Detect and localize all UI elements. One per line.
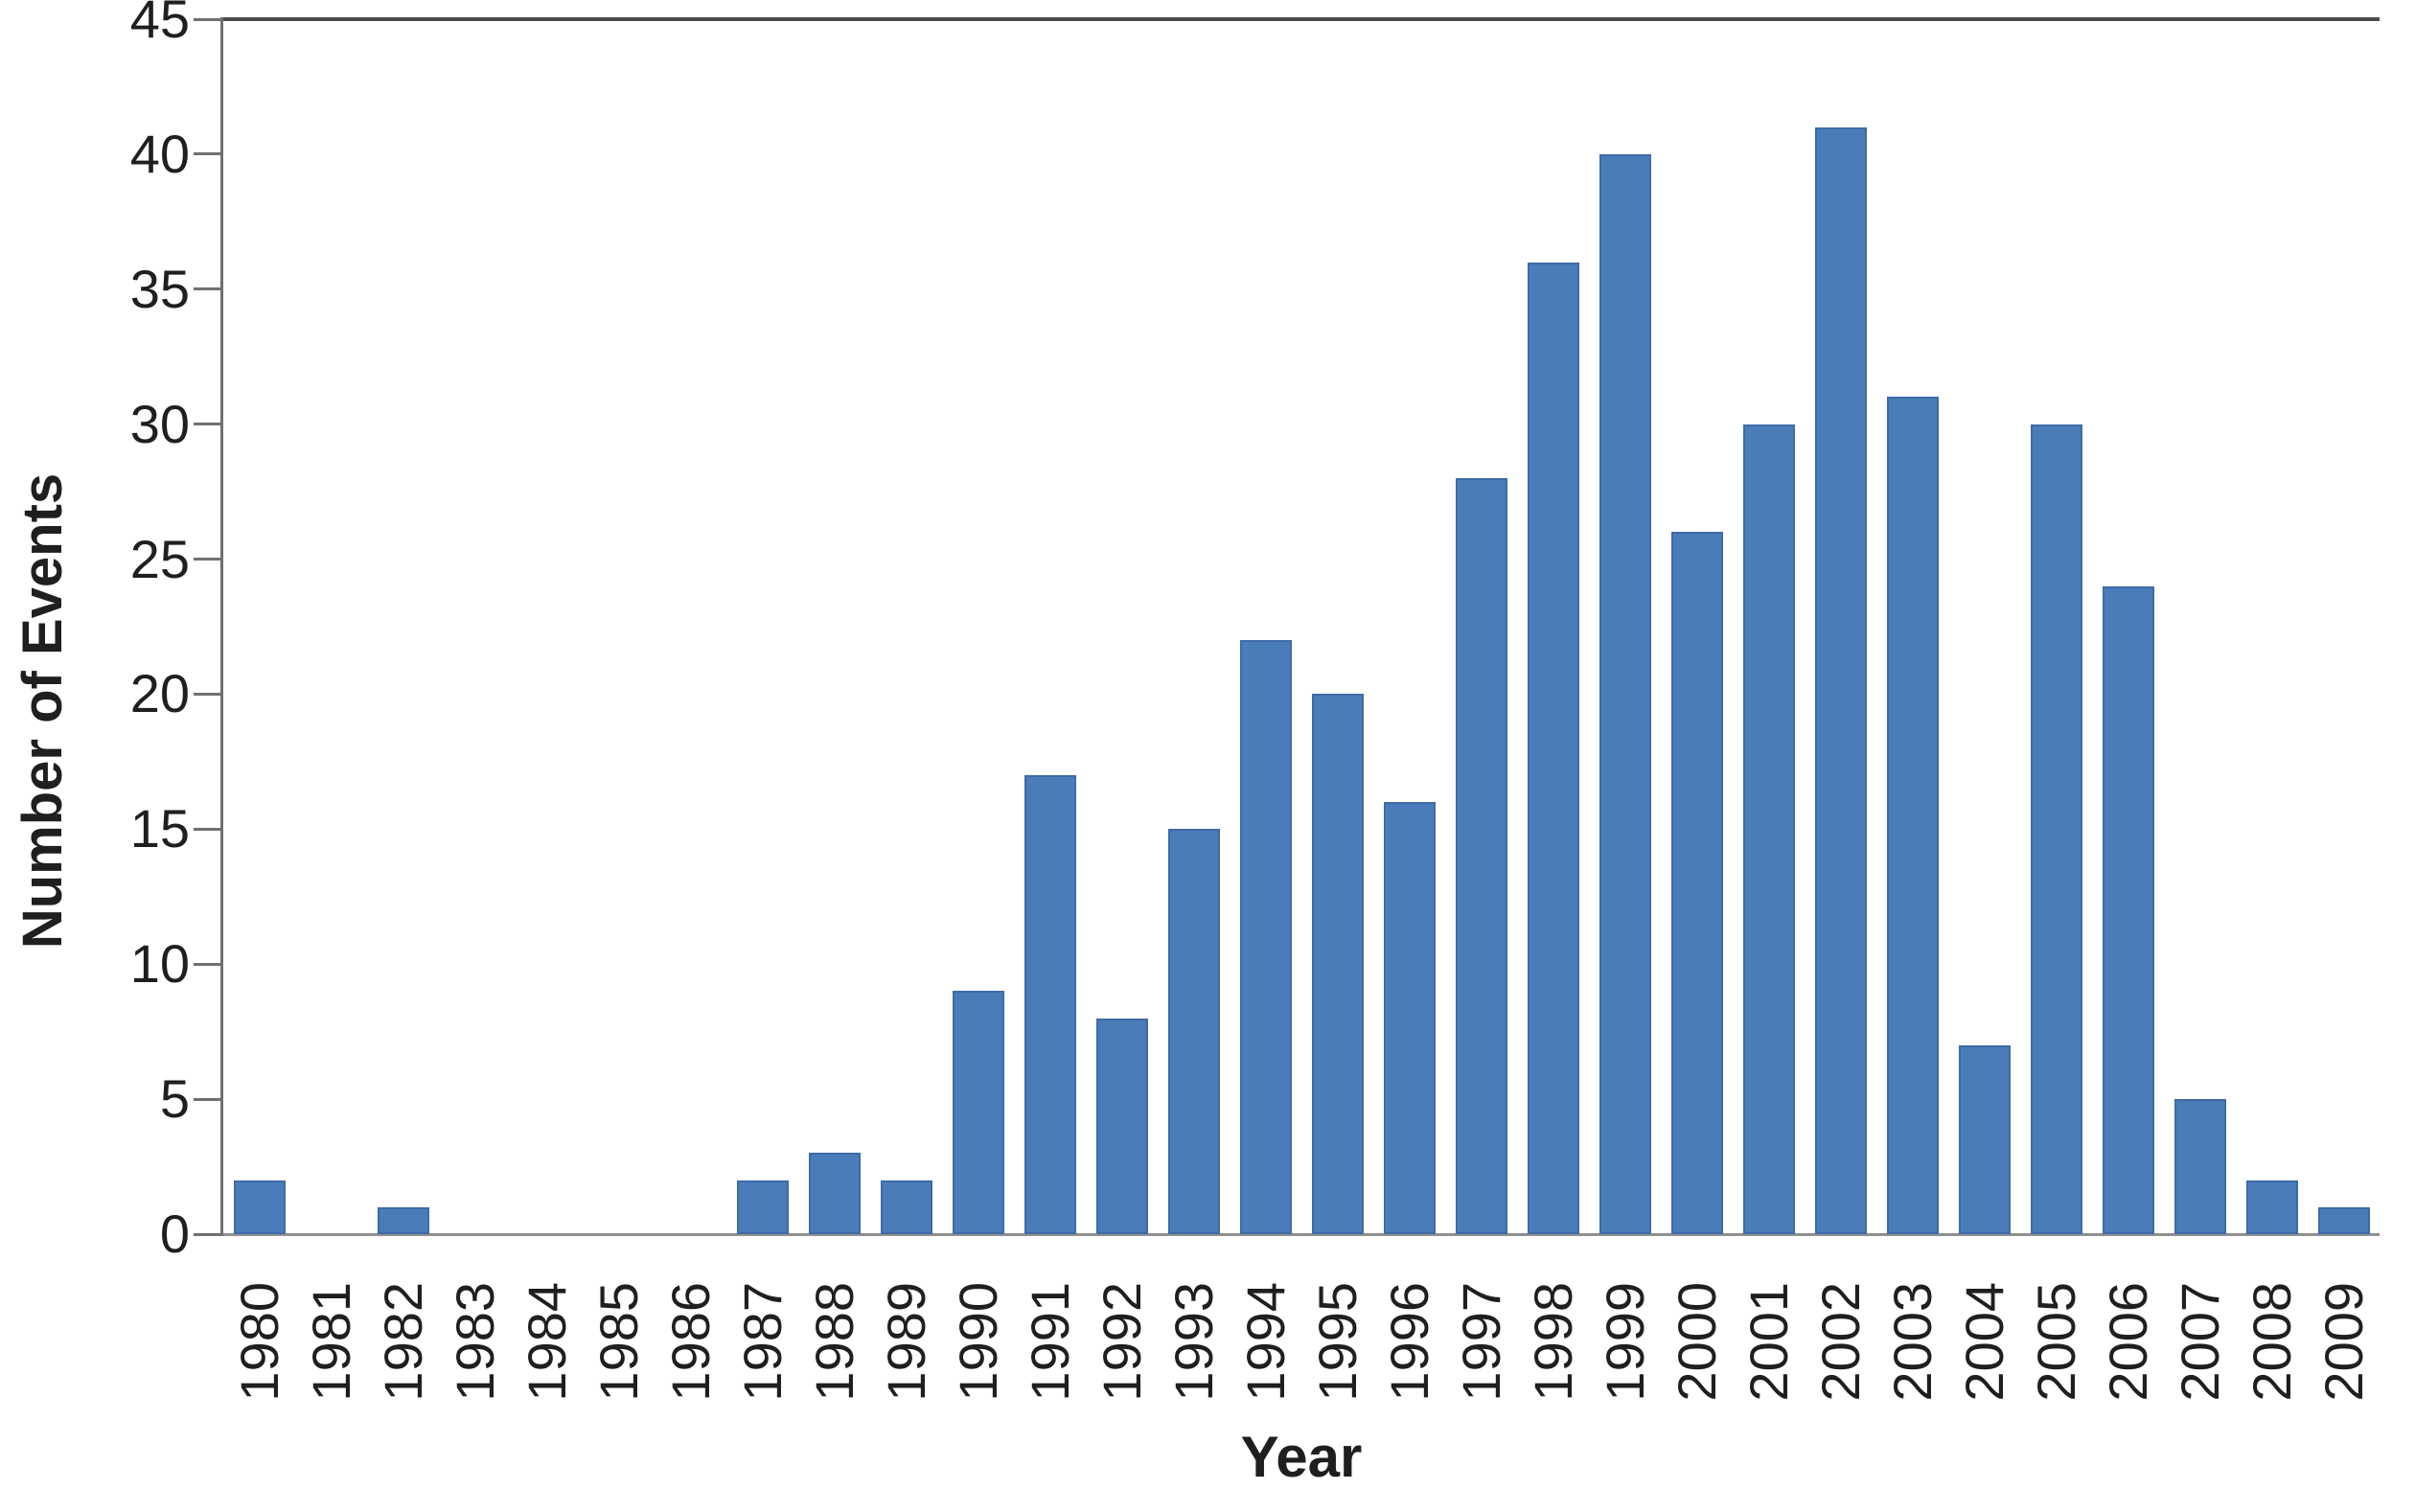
y-axis-tick-15: [194, 827, 220, 831]
bar-2007: [2174, 1099, 2226, 1234]
y-tick-label-15: 15: [129, 798, 190, 859]
bar-2004: [1958, 1044, 2011, 1234]
x-tick-label-2005: 2005: [2025, 1282, 2086, 1402]
x-tick-label-1995: 1995: [1306, 1282, 1368, 1402]
bar-1990: [952, 991, 1004, 1234]
y-tick-label-20: 20: [129, 663, 190, 724]
y-axis-tick-10: [194, 962, 220, 966]
y-axis-tick-35: [194, 287, 220, 291]
y-axis-tick-20: [194, 692, 220, 696]
y-tick-label-5: 5: [159, 1068, 190, 1130]
bar-2000: [1670, 532, 1723, 1234]
x-tick-label-2002: 2002: [1809, 1282, 1871, 1402]
x-tick-label-1985: 1985: [587, 1282, 649, 1402]
bar-1998: [1527, 262, 1579, 1234]
bar-2008: [2245, 1180, 2298, 1234]
x-tick-label-2004: 2004: [1953, 1282, 2014, 1402]
x-axis-title: Year: [1240, 1425, 1363, 1489]
x-tick-label-1987: 1987: [731, 1282, 793, 1402]
y-tick-label-25: 25: [129, 528, 190, 589]
y-tick-label-10: 10: [129, 933, 190, 995]
y-axis-tick-25: [194, 558, 220, 561]
x-tick-label-1998: 1998: [1522, 1282, 1583, 1402]
y-axis-tick-30: [194, 423, 220, 426]
bar-2005: [2030, 424, 2082, 1234]
y-tick-label-0: 0: [159, 1203, 190, 1264]
bar-2006: [2102, 585, 2154, 1234]
bar-1996: [1383, 802, 1436, 1234]
y-axis-title: Number of Events: [12, 472, 74, 950]
y-axis-line: [220, 17, 223, 1236]
y-axis-tick-45: [194, 17, 220, 21]
x-tick-label-1983: 1983: [444, 1282, 505, 1402]
y-axis-tick-5: [194, 1097, 220, 1101]
y-tick-label-40: 40: [129, 123, 190, 184]
x-tick-label-2006: 2006: [2097, 1282, 2158, 1402]
x-tick-label-1994: 1994: [1234, 1282, 1296, 1402]
x-tick-label-1988: 1988: [803, 1282, 864, 1402]
x-tick-label-1982: 1982: [372, 1282, 433, 1402]
bar-1982: [377, 1206, 429, 1234]
y-tick-label-45: 45: [129, 0, 190, 49]
x-tick-label-1990: 1990: [947, 1282, 1008, 1402]
x-tick-label-2001: 2001: [1737, 1282, 1799, 1402]
x-tick-label-2007: 2007: [2169, 1282, 2230, 1402]
y-tick-label-30: 30: [129, 393, 190, 454]
x-tick-label-2000: 2000: [1666, 1282, 1727, 1402]
bar-1987: [736, 1180, 789, 1234]
bar-1980: [233, 1180, 286, 1234]
bar-2003: [1886, 397, 1939, 1234]
bar-1993: [1167, 829, 1220, 1234]
y-tick-label-35: 35: [129, 258, 190, 319]
x-tick-label-1993: 1993: [1162, 1282, 1224, 1402]
bar-2009: [2317, 1206, 2370, 1234]
x-tick-label-1999: 1999: [1594, 1282, 1655, 1402]
bar-1989: [880, 1180, 932, 1234]
x-tick-label-1984: 1984: [516, 1282, 577, 1402]
y-axis-tick-0: [194, 1232, 220, 1236]
x-tick-label-1989: 1989: [875, 1282, 936, 1402]
x-axis-line: [223, 1233, 2380, 1236]
x-tick-label-1991: 1991: [1019, 1282, 1080, 1402]
bar-1995: [1311, 694, 1364, 1234]
x-tick-label-1981: 1981: [300, 1282, 361, 1402]
bar-1999: [1598, 153, 1651, 1234]
x-tick-label-1986: 1986: [659, 1282, 721, 1402]
y-axis-tick-40: [194, 152, 220, 156]
x-tick-label-1996: 1996: [1378, 1282, 1439, 1402]
bar-1994: [1239, 640, 1292, 1234]
x-tick-label-1992: 1992: [1091, 1282, 1152, 1402]
bar-1988: [808, 1153, 861, 1234]
bar-1991: [1024, 774, 1076, 1234]
x-tick-label-2008: 2008: [2241, 1282, 2302, 1402]
x-tick-label-1997: 1997: [1450, 1282, 1511, 1402]
plot-top-border: [223, 17, 2380, 21]
x-tick-label-1980: 1980: [228, 1282, 289, 1402]
bar-2002: [1814, 126, 1867, 1234]
bar-1997: [1455, 478, 1507, 1234]
bar-2001: [1742, 424, 1795, 1234]
bar-1992: [1095, 1018, 1148, 1234]
x-tick-label-2003: 2003: [1881, 1282, 1943, 1402]
x-tick-label-2009: 2009: [2312, 1282, 2374, 1402]
